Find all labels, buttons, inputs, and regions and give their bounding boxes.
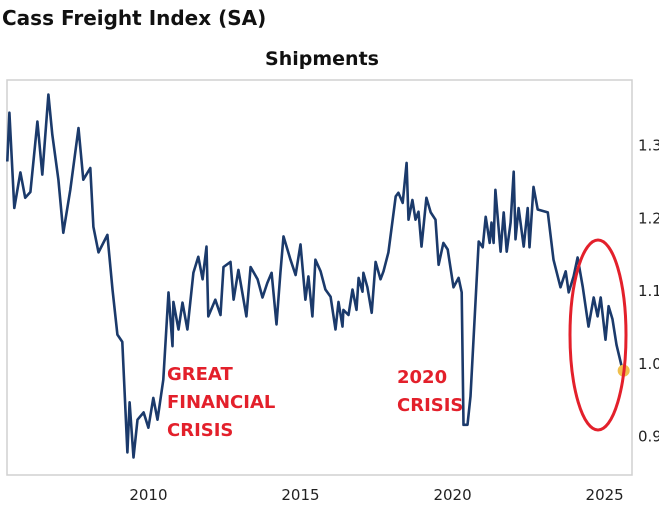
annotation-2020-crisis: 2020 CRISIS [397,367,463,416]
chart-subtitle: Shipments [265,48,379,70]
x-tick-label: 2020 [433,486,471,504]
y-tick-label: 1.3 [638,137,659,155]
series-line [6,93,623,459]
annotation-line: CRISIS [397,395,463,416]
y-tick-label: 1.0 [638,355,659,373]
y-tick-label: 1.1 [638,282,659,300]
annotation-line: 2020 [397,367,447,388]
x-tick-label: 2015 [281,486,319,504]
annotation-line: GREAT [167,364,233,385]
y-tick-label: 0.9 [638,428,659,446]
x-tick-label: 2010 [129,486,167,504]
y-tick-label: 1.2 [638,209,659,227]
plot-frame [6,79,633,476]
highlight-ellipse [568,238,628,432]
annotation-line: FINANCIAL [167,392,275,413]
chart-title: Cass Freight Index (SA) [2,6,266,30]
x-tick-label: 2025 [586,486,624,504]
annotation-line: CRISIS [167,420,233,441]
annotation-great-financial-crisis: GREAT FINANCIAL CRISIS [167,364,275,441]
